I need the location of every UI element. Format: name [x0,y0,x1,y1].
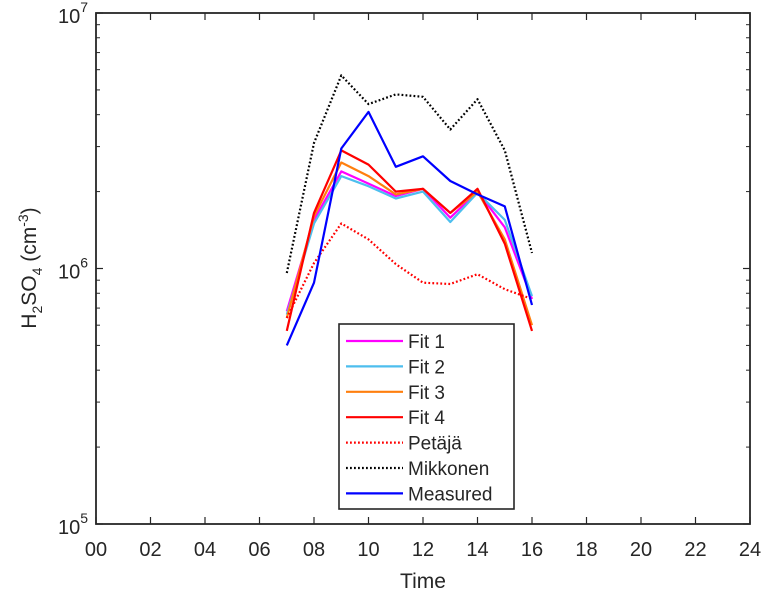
y-tick-label-exponent: 7 [80,0,88,15]
y-tick-label-exponent: 5 [80,510,88,526]
x-tick-label: 12 [412,539,434,561]
y-axis-label-sub1: 2 [29,306,45,314]
x-tick-label: 20 [630,539,652,561]
legend: Fit 1 Fit 2 Fit 3 Fit 4 Petäjä Mikkonen Measur… [338,323,515,510]
y-axis-label: H2SO4 (cm-3) [15,207,45,328]
x-tick-label: 08 [303,539,325,561]
x-tick-label: 14 [466,539,488,561]
y-axis-label-unit-open: (cm [18,227,41,268]
x-tick-label: 16 [521,539,543,561]
legend-item-mikkonen: Mikkonen [346,459,489,480]
y-tick-label: 106 [58,255,88,284]
y-tick-label-base: 10 [58,262,80,284]
legend-item-fit-1: Fit 1 [346,332,445,353]
series-fit-4-line [285,149,534,332]
legend-item-fit-3: Fit 3 [346,383,445,404]
x-axis-label: Time [400,570,446,591]
y-axis-label-unit-close: ) [18,207,41,214]
y-axis-label-mid: SO [18,275,41,305]
x-tick-label: 06 [248,539,270,561]
series-measured-line [285,110,534,346]
x-tick-label: 10 [357,539,379,561]
legend-label: Mikkonen [408,459,489,480]
legend-item-fit-4: Fit 4 [346,408,445,429]
x-tick-label: 02 [139,539,161,561]
y-tick-label: 107 [58,0,88,28]
series-mikkonen-line [285,74,534,274]
x-tick-label: 22 [684,539,706,561]
x-tick-label: 18 [575,539,597,561]
legend-item-fit-2: Fit 2 [346,357,445,378]
x-tick-label: 00 [85,539,107,561]
y-tick-label-base: 10 [58,6,80,28]
y-tick-label: 105 [58,510,88,539]
legend-label: Fit 2 [408,357,445,378]
y-tick-label-base: 10 [58,517,80,539]
legend-item-petaja: Petäjä [346,434,462,455]
x-tick-label: 24 [739,539,761,561]
legend-items: Fit 1 Fit 2 Fit 3 Fit 4 Petäjä Mikkonen Measur… [346,332,493,505]
legend-item-measured: Measured [346,484,493,505]
x-tick-label: 04 [194,539,216,561]
x-axis: 00 02 04 06 08 10 12 14 16 18 20 22 24 [85,13,761,561]
series-fit-2-line [285,175,534,315]
legend-label: Fit 1 [408,332,445,353]
series-layer [285,74,534,346]
y-axis-label-sub2: 4 [29,267,45,275]
legend-label: Fit 4 [408,408,445,429]
y-axis-label-base: H [18,314,41,329]
legend-label: Petäjä [408,434,462,455]
y-tick-label-exponent: 6 [80,255,88,271]
series-petaja-line [285,222,533,319]
legend-label: Fit 3 [408,383,445,404]
legend-label: Measured [408,484,493,505]
y-axis-label-sup: -3 [15,214,31,227]
